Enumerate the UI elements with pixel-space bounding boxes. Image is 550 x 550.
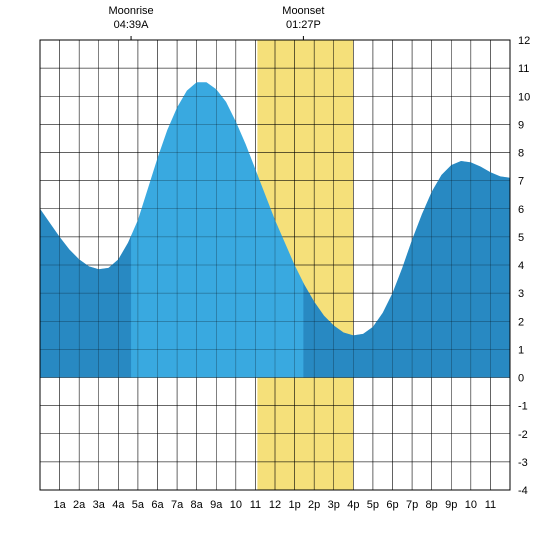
x-tick-label: 3a xyxy=(93,499,106,511)
chart-svg: -4-3-2-101234567891011121a2a3a4a5a6a7a8a… xyxy=(0,0,550,550)
y-tick-label: 9 xyxy=(518,119,524,131)
x-tick-label: 7p xyxy=(406,499,418,511)
header-time: 04:39A xyxy=(114,19,150,31)
y-tick-label: 12 xyxy=(518,35,530,47)
x-tick-label: 9a xyxy=(210,499,223,511)
x-tick-label: 9p xyxy=(445,499,457,511)
x-tick-label: 11 xyxy=(250,499,261,511)
x-tick-label: 10 xyxy=(230,499,242,511)
x-tick-label: 8p xyxy=(426,499,438,511)
y-tick-label: 4 xyxy=(518,260,524,272)
y-tick-label: 8 xyxy=(518,148,524,160)
y-tick-label: 3 xyxy=(518,288,524,300)
x-tick-label: 5p xyxy=(367,499,379,511)
x-tick-label: 2a xyxy=(73,499,86,511)
header-title: Moonset xyxy=(282,5,324,17)
y-tick-label: 1 xyxy=(518,344,524,356)
tide-chart: -4-3-2-101234567891011121a2a3a4a5a6a7a8a… xyxy=(0,0,550,550)
x-tick-label: 8a xyxy=(191,499,204,511)
x-tick-label: 1a xyxy=(53,499,66,511)
y-tick-label: -2 xyxy=(518,429,528,441)
x-tick-label: 2p xyxy=(308,499,320,511)
x-tick-label: 7a xyxy=(171,499,184,511)
x-tick-label: 10 xyxy=(465,499,477,511)
x-tick-label: 4a xyxy=(112,499,125,511)
y-tick-label: 7 xyxy=(518,176,524,188)
x-tick-label: 4p xyxy=(347,499,359,511)
y-tick-label: 10 xyxy=(518,91,530,103)
x-tick-label: 6p xyxy=(386,499,398,511)
y-tick-label: -1 xyxy=(518,401,528,413)
x-tick-label: 6a xyxy=(151,499,164,511)
header-time: 01:27P xyxy=(286,19,321,31)
header-title: Moonrise xyxy=(108,5,153,17)
x-tick-label: 5a xyxy=(132,499,145,511)
y-tick-label: -4 xyxy=(518,485,528,497)
x-tick-label: 12 xyxy=(269,499,281,511)
y-tick-label: 0 xyxy=(518,373,524,385)
x-tick-label: 1p xyxy=(288,499,300,511)
x-tick-label: 3p xyxy=(328,499,340,511)
y-tick-label: -3 xyxy=(518,457,528,469)
x-tick-label: 11 xyxy=(485,499,496,511)
y-tick-label: 11 xyxy=(518,63,529,75)
y-tick-label: 2 xyxy=(518,316,524,328)
y-tick-label: 5 xyxy=(518,232,524,244)
y-tick-label: 6 xyxy=(518,204,524,216)
